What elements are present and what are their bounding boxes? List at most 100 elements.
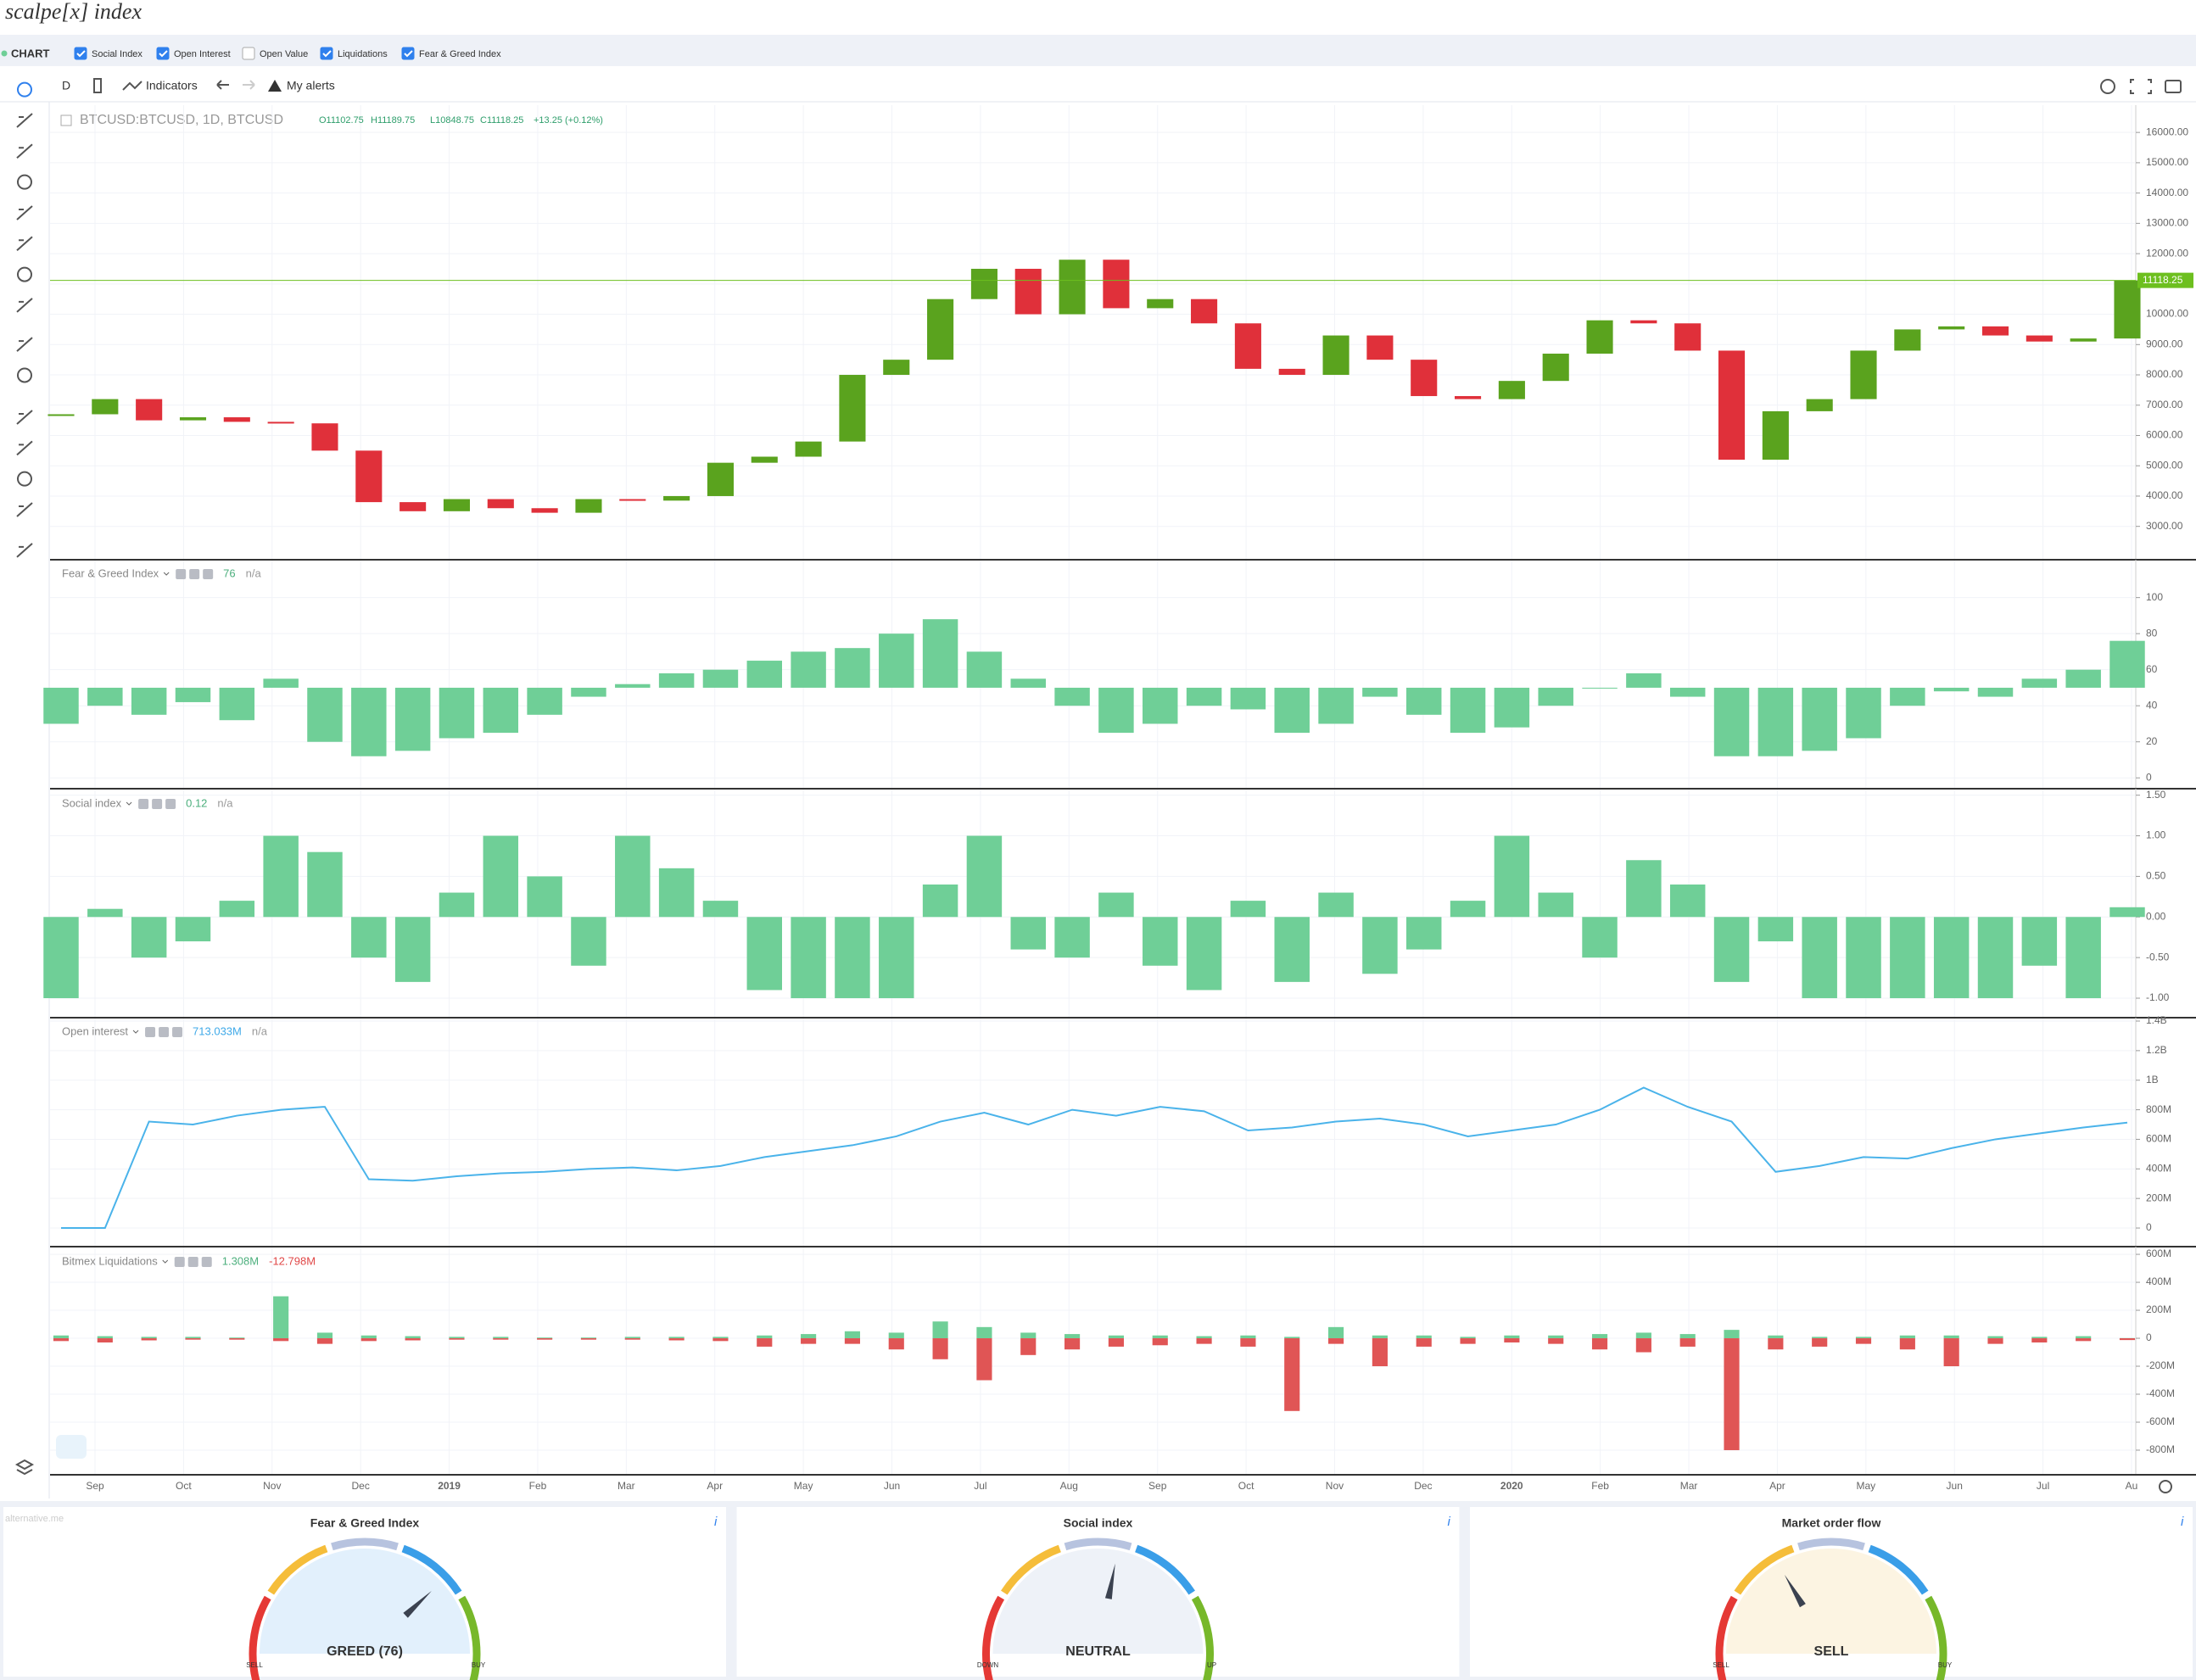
interval[interactable]: D	[62, 79, 70, 92]
time-label: Jun	[1947, 1480, 1963, 1492]
bar	[1327, 1326, 1344, 1339]
candle	[839, 375, 866, 442]
filter-label[interactable]: Liquidations	[338, 49, 388, 59]
tool-icon[interactable]	[17, 367, 32, 383]
gauge-info[interactable]: i	[2181, 1515, 2184, 1529]
checkbox[interactable]	[156, 47, 170, 60]
screenshot[interactable]	[2165, 80, 2182, 93]
bar	[922, 619, 958, 688]
bar	[175, 687, 211, 702]
tool-icon[interactable]	[16, 543, 33, 558]
fullscreen[interactable]	[2130, 79, 2152, 94]
panel-button[interactable]	[203, 569, 214, 579]
bar	[1724, 1330, 1740, 1339]
bar	[702, 901, 739, 918]
bar	[1626, 673, 1662, 688]
logo-badge[interactable]	[56, 1435, 87, 1459]
panel-button[interactable]	[201, 1257, 212, 1267]
redo[interactable]	[243, 80, 255, 90]
tool-icon[interactable]	[16, 205, 33, 220]
filter-title: CHART	[11, 47, 50, 59]
filter-label[interactable]: Open Value	[260, 49, 308, 59]
tool-icon[interactable]	[16, 337, 33, 352]
tool-icon[interactable]	[16, 113, 33, 128]
legend-value: -12.798M	[269, 1254, 316, 1267]
dropdown[interactable]	[132, 1030, 139, 1034]
bar	[1405, 917, 1442, 950]
alert-icon[interactable]	[268, 80, 282, 92]
panel-button[interactable]	[174, 1257, 185, 1267]
bar	[1318, 892, 1354, 918]
settings[interactable]	[2100, 79, 2115, 94]
filter-label[interactable]: Open Interest	[174, 49, 231, 59]
indicators-icon[interactable]	[122, 81, 142, 91]
checkbox[interactable]	[401, 47, 415, 60]
bar	[1010, 678, 1046, 688]
panel-button[interactable]	[189, 569, 200, 579]
panel-button[interactable]	[152, 799, 163, 809]
tool-icon[interactable]	[17, 266, 32, 282]
candle	[487, 499, 514, 509]
bar	[801, 1334, 817, 1339]
panel-button[interactable]	[138, 799, 149, 809]
candle	[663, 495, 690, 501]
bar	[835, 648, 870, 688]
bar	[1405, 687, 1442, 715]
indicators[interactable]: Indicators	[146, 79, 198, 92]
candle	[311, 423, 338, 451]
collapse[interactable]	[60, 114, 72, 126]
bar	[1362, 687, 1398, 697]
bar	[449, 1338, 465, 1340]
bar	[580, 1337, 597, 1339]
gauge-info[interactable]: i	[1448, 1515, 1451, 1529]
logo[interactable]: scalpe[x] index	[5, 0, 142, 24]
bar	[185, 1337, 201, 1339]
panel-button[interactable]	[187, 1257, 198, 1267]
bar	[1812, 1337, 1828, 1339]
panel-button[interactable]	[176, 569, 187, 579]
tool-icon[interactable]	[17, 174, 32, 190]
checkbox[interactable]	[242, 47, 255, 60]
y-tick-label: 1.2B	[2146, 1044, 2167, 1056]
tool-icon[interactable]	[16, 440, 33, 456]
layers-icon[interactable]	[14, 1459, 35, 1476]
bar	[966, 651, 1003, 688]
dropdown[interactable]	[126, 801, 132, 806]
y-tick-label: 6000.00	[2146, 429, 2183, 441]
filter-label[interactable]: Fear & Greed Index	[419, 49, 501, 59]
bar	[1186, 687, 1222, 706]
tool-icon[interactable]	[17, 81, 32, 98]
tool-icon[interactable]	[16, 143, 33, 159]
bar	[615, 835, 651, 918]
panel-button[interactable]	[172, 1027, 183, 1037]
checkbox[interactable]	[74, 47, 87, 60]
candle	[1630, 320, 1657, 324]
tool-icon[interactable]	[16, 410, 33, 425]
tool-icon[interactable]	[16, 502, 33, 517]
gauge-info[interactable]: i	[714, 1515, 718, 1529]
tool-icon[interactable]	[16, 298, 33, 313]
time-label: Jun	[884, 1480, 900, 1492]
undo[interactable]	[216, 80, 229, 90]
checkbox[interactable]	[320, 47, 333, 60]
panel-button[interactable]	[165, 799, 176, 809]
tool-icon[interactable]	[16, 236, 33, 252]
candle	[1718, 350, 1746, 460]
bar	[1416, 1335, 1432, 1339]
alerts[interactable]: My alerts	[287, 79, 335, 92]
panel-button[interactable]	[145, 1027, 156, 1037]
bar	[976, 1326, 992, 1339]
tool-icon[interactable]	[17, 471, 32, 487]
axis-settings[interactable]	[2159, 1480, 2172, 1493]
candle	[1498, 381, 1525, 399]
panel-button[interactable]	[159, 1027, 170, 1037]
candle-icon[interactable]	[93, 78, 102, 93]
bar	[1494, 687, 1530, 728]
dropdown[interactable]	[162, 1259, 169, 1264]
bar	[624, 1338, 640, 1340]
filter-label[interactable]: Social Index	[92, 49, 142, 59]
candle	[1850, 350, 1877, 399]
dropdown[interactable]	[163, 572, 170, 576]
legend-value: 1.308M	[222, 1254, 259, 1267]
symbol[interactable]: BTCUSD:BTCUSD, 1D, BTCUSD	[80, 113, 283, 127]
